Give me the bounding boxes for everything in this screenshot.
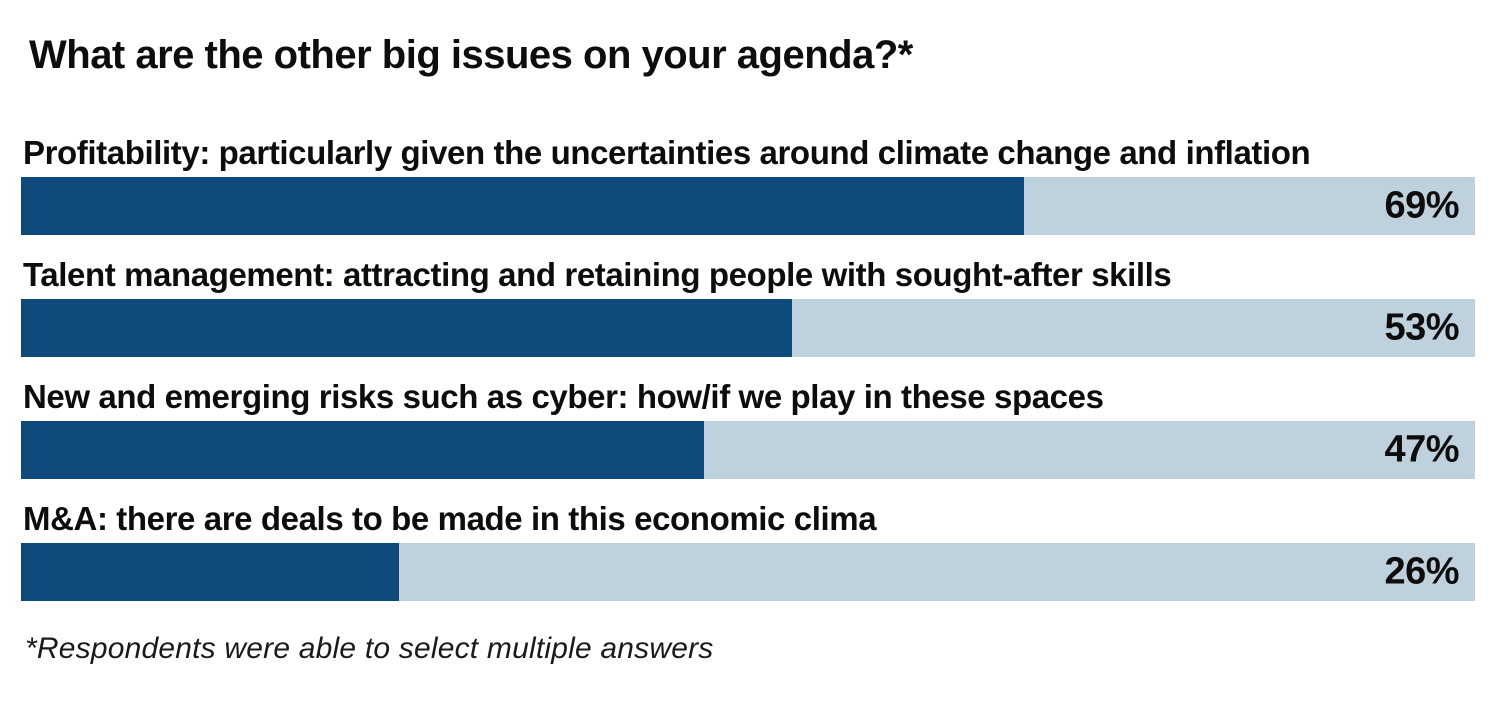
bar-value-label: 26% (1384, 550, 1459, 593)
bar-value-label: 53% (1384, 306, 1459, 349)
bar-fill (21, 177, 1025, 235)
bar-value-label: 69% (1384, 184, 1459, 227)
bar-label: Talent management: attracting and retain… (23, 256, 1172, 293)
bar-row: Talent management: attracting and retain… (21, 254, 1475, 357)
bar-label: M&A: there are deals to be made in this … (23, 500, 877, 537)
bar-fill (21, 543, 400, 601)
bar-chart: What are the other big issues on your ag… (21, 33, 1475, 665)
chart-title: What are the other big issues on your ag… (29, 33, 913, 77)
bar-fill (21, 299, 792, 357)
bar-row: New and emerging risks such as cyber: ho… (21, 376, 1475, 479)
bar-value-label: 47% (1384, 428, 1459, 471)
bar-label: Profitability: particularly given the un… (23, 134, 1311, 171)
bar-track: 53% (21, 299, 1475, 357)
bar-track: 26% (21, 543, 1475, 601)
bar-track: 69% (21, 177, 1475, 235)
bar-row: Profitability: particularly given the un… (21, 132, 1475, 235)
bar-label: New and emerging risks such as cyber: ho… (23, 378, 1104, 415)
bar-track: 47% (21, 421, 1475, 479)
bar-fill (21, 421, 705, 479)
chart-footnote: *Respondents were able to select multipl… (25, 632, 714, 665)
bar-row: M&A: there are deals to be made in this … (21, 498, 1475, 601)
